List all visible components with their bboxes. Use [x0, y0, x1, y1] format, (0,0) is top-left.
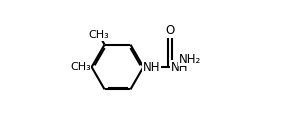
Text: NH: NH: [143, 60, 160, 74]
Text: O: O: [166, 24, 175, 37]
Text: CH₃: CH₃: [70, 62, 91, 72]
Text: NH: NH: [171, 60, 188, 74]
Text: CH₃: CH₃: [88, 30, 109, 40]
Text: NH₂: NH₂: [178, 53, 201, 66]
